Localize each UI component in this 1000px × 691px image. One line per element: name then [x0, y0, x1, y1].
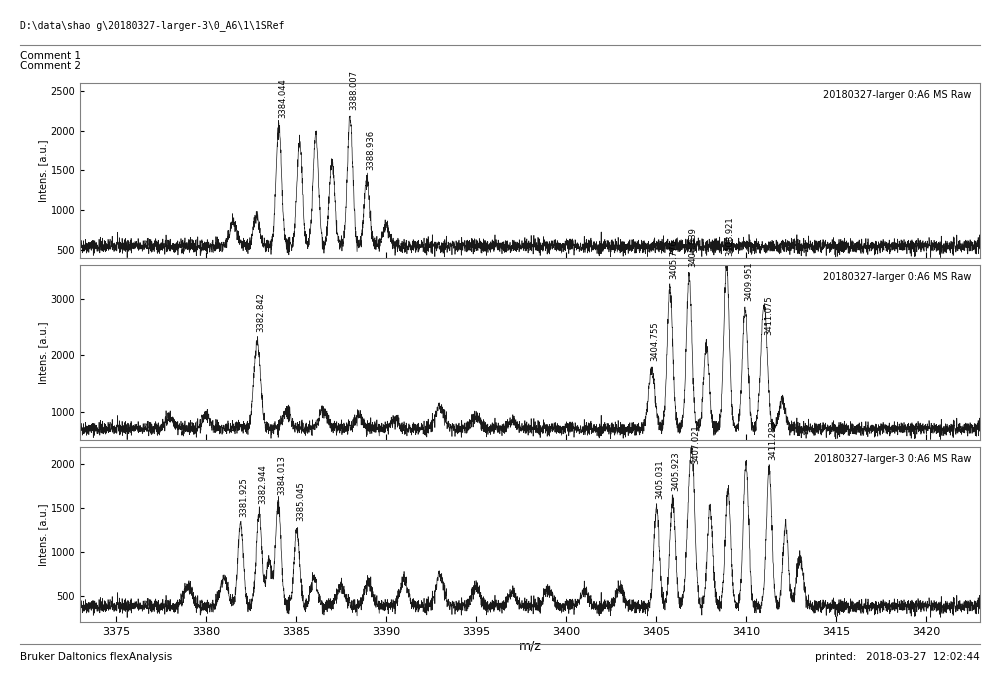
Text: 3405.923: 3405.923 — [672, 451, 681, 491]
Text: Bruker Daltonics flexAnalysis: Bruker Daltonics flexAnalysis — [20, 652, 172, 662]
Text: 3411.283: 3411.283 — [768, 420, 777, 460]
Text: printed:   2018-03-27  12:02:44: printed: 2018-03-27 12:02:44 — [815, 652, 980, 662]
Text: 20180327-larger 0:A6 MS Raw: 20180327-larger 0:A6 MS Raw — [823, 272, 971, 282]
Text: 3406.839: 3406.839 — [688, 227, 697, 267]
Text: 3382.842: 3382.842 — [256, 292, 265, 332]
Y-axis label: Intens. [a.u.]: Intens. [a.u.] — [38, 503, 48, 566]
Y-axis label: Intens. [a.u.]: Intens. [a.u.] — [38, 139, 48, 202]
Text: Comment 1: Comment 1 — [20, 50, 81, 61]
Text: 3388.936: 3388.936 — [366, 129, 375, 170]
Text: 20180327-larger-3 0:A6 MS Raw: 20180327-larger-3 0:A6 MS Raw — [814, 454, 971, 464]
X-axis label: m/z: m/z — [519, 640, 541, 652]
Text: 3405.031: 3405.031 — [656, 460, 665, 500]
Text: 3411.075: 3411.075 — [764, 296, 773, 335]
Y-axis label: Intens. [a.u.]: Intens. [a.u.] — [38, 321, 48, 384]
Text: 20180327-larger 0:A6 MS Raw: 20180327-larger 0:A6 MS Raw — [823, 90, 971, 100]
Text: 3382.944: 3382.944 — [258, 464, 267, 504]
Text: 3407.021: 3407.021 — [691, 425, 700, 464]
Text: 3381.925: 3381.925 — [240, 477, 249, 517]
Text: 3405.776: 3405.776 — [669, 239, 678, 278]
Text: 3388.007: 3388.007 — [349, 70, 358, 110]
Text: 3384.013: 3384.013 — [277, 455, 286, 495]
Text: 3385.045: 3385.045 — [296, 482, 305, 521]
Text: 3408.921: 3408.921 — [726, 216, 735, 256]
Text: 3409.951: 3409.951 — [744, 262, 753, 301]
Text: 3384.044: 3384.044 — [278, 78, 287, 118]
Text: Comment 2: Comment 2 — [20, 61, 81, 71]
Text: 3404.755: 3404.755 — [651, 321, 660, 361]
Text: D:\data\shao g\20180327-larger-3\0_A6\1\1SRef: D:\data\shao g\20180327-larger-3\0_A6\1\… — [20, 19, 284, 30]
